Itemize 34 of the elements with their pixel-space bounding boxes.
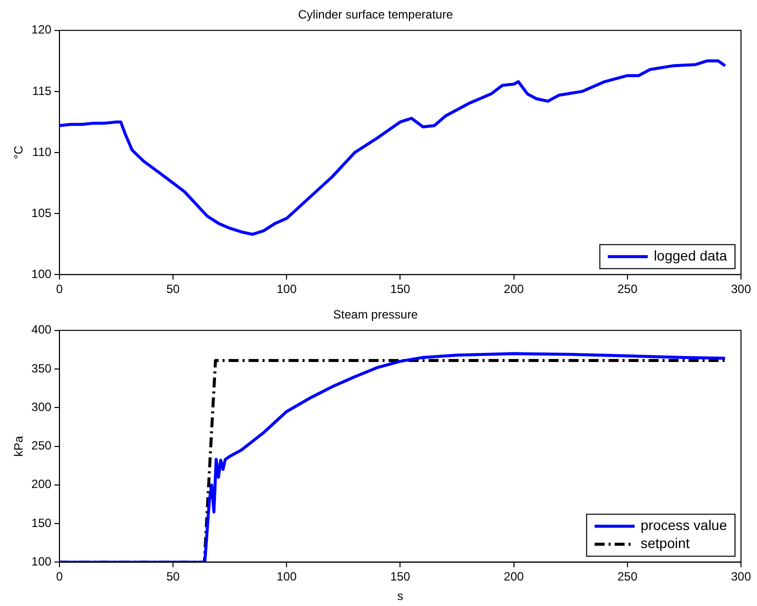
x-tick-label: 50 [166, 282, 180, 296]
x-tick-label: 150 [390, 282, 411, 296]
y-tick-label: 400 [31, 322, 52, 337]
y-axis-title: kPa [12, 436, 26, 457]
x-tick-label: 150 [390, 570, 411, 584]
y-tick-label: 100 [31, 266, 52, 281]
x-tick-label: 250 [617, 570, 638, 584]
x-tick-label: 0 [56, 282, 64, 296]
x-tick-label: 300 [730, 282, 752, 296]
y-tick-label: 200 [31, 477, 52, 492]
y-tick-label: 100 [31, 554, 52, 569]
chart-title: Cylinder surface temperature [298, 8, 454, 22]
y-tick-label: 120 [31, 22, 52, 37]
legend-label: logged data [654, 247, 728, 264]
y-tick-label: 350 [31, 361, 52, 376]
x-tick-label: 100 [276, 570, 297, 584]
y-tick-label: 115 [32, 84, 52, 98]
y-tick-label: 300 [31, 400, 52, 414]
x-tick-label: 100 [276, 282, 297, 296]
y-tick-label: 110 [32, 144, 52, 159]
x-tick-label: 200 [504, 282, 524, 296]
y-axis-title: °C [12, 145, 26, 160]
x-tick-label: 300 [730, 570, 752, 584]
y-tick-label: 250 [31, 438, 52, 453]
legend-label: process value [640, 517, 728, 534]
y-tick-label: 150 [31, 516, 52, 530]
x-tick-label: 200 [504, 570, 524, 584]
x-axis-title: s [397, 589, 404, 604]
chart-title: Steam pressure [333, 308, 418, 322]
x-tick-label: 0 [56, 570, 64, 584]
x-tick-label: 50 [166, 570, 180, 584]
y-tick-label: 105 [31, 206, 52, 220]
legend-label: setpoint [640, 535, 690, 552]
x-tick-label: 250 [617, 282, 638, 296]
